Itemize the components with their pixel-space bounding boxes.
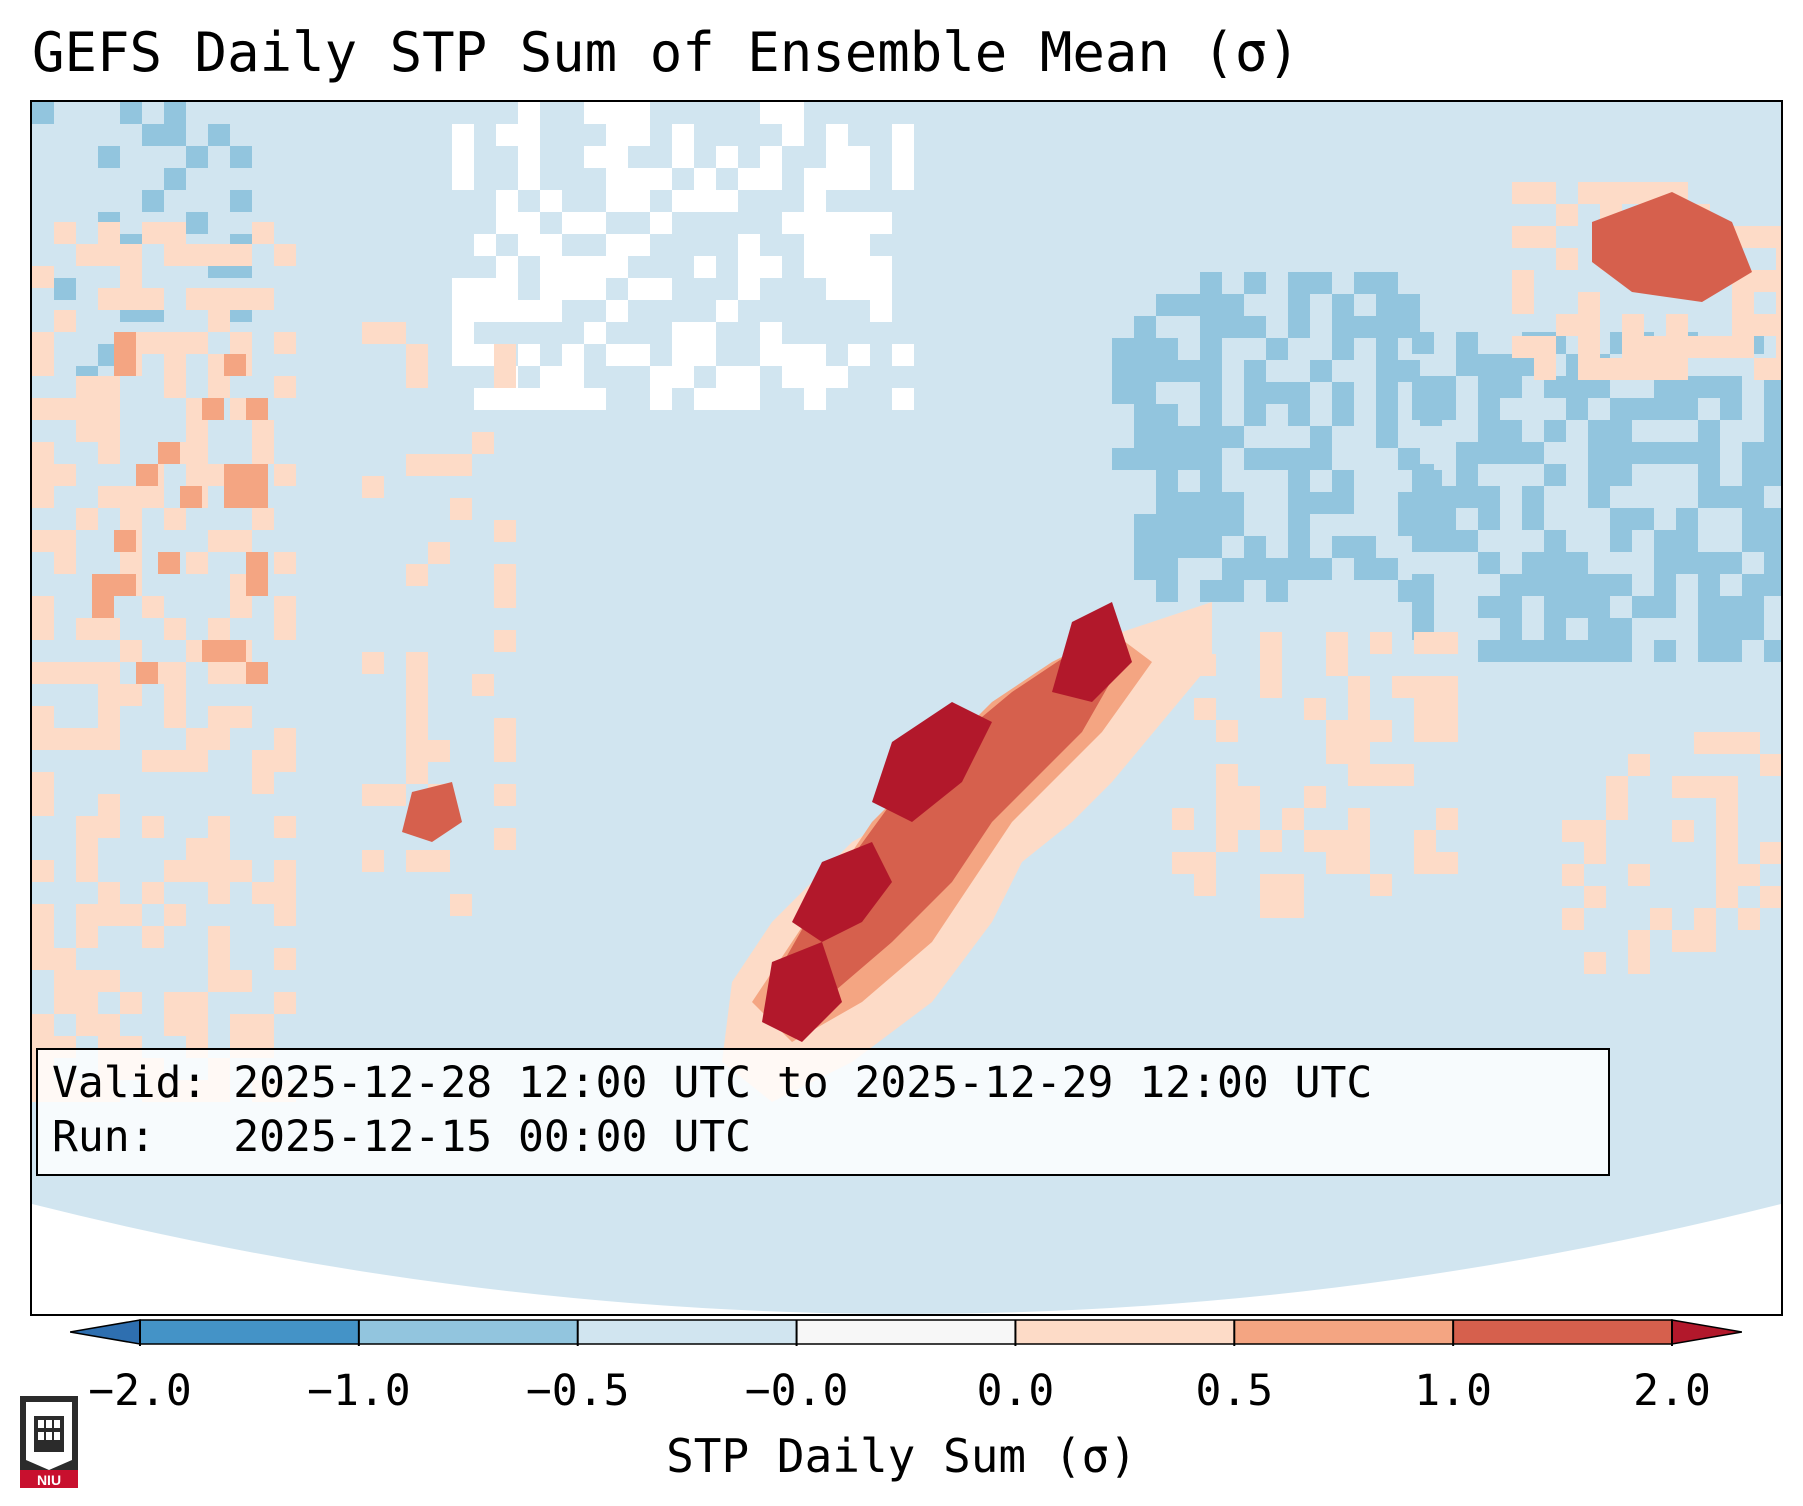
darkred-kansas <box>872 702 992 822</box>
valid-time-text: Valid: 2025-12-28 12:00 UTC to 2025-12-2… <box>52 1058 1373 1108</box>
map-panel <box>30 100 1783 1316</box>
darkred-iowa <box>1052 602 1132 702</box>
colorbar-tick-label: −0.5 <box>525 1366 630 1416</box>
colorbar-over-triangle <box>1671 1319 1742 1345</box>
red-arizona <box>402 782 462 842</box>
colorbar-swatches <box>70 1319 1742 1345</box>
colorbar <box>70 1319 1742 1346</box>
stp-field-layer <box>32 102 1781 1314</box>
colorbar-tick-label: 0.5 <box>1195 1366 1274 1416</box>
colorbar-segment <box>577 1320 797 1344</box>
colorbar-segment <box>140 1320 359 1344</box>
colorbar-segment <box>1015 1320 1235 1344</box>
darkred-texas <box>762 942 842 1042</box>
colorbar-tick-label: −0.0 <box>744 1366 849 1416</box>
validity-info-box: Valid: 2025-12-28 12:00 UTC to 2025-12-2… <box>36 1048 1610 1176</box>
lightred-patch-interior <box>362 322 516 916</box>
logo-text: NIU <box>37 1472 61 1488</box>
medred-patch-california <box>92 332 268 684</box>
colorbar-under-triangle <box>70 1319 141 1345</box>
colorbar-tick-label: 1.0 <box>1414 1366 1492 1416</box>
lightred-patch-ohio-valley <box>1172 632 1458 918</box>
lightred-patch-west <box>32 222 296 1102</box>
map-title: GEFS Daily STP Sum of Ensemble Mean (σ) <box>32 21 1300 84</box>
blue-patch-northeast <box>1412 332 1781 662</box>
red-maritimes <box>1592 192 1752 302</box>
colorbar-tick-label: −2.0 <box>88 1366 192 1416</box>
niu-logo: NIU <box>20 1396 78 1488</box>
colorbar-segment <box>1234 1320 1454 1344</box>
colorbar-label: STP Daily Sum (σ) <box>666 1429 1137 1483</box>
darkred-oklahoma <box>792 842 892 942</box>
colorbar-segment <box>1453 1320 1672 1344</box>
colorbar-ticks <box>139 1320 1673 1346</box>
colorbar-segment <box>796 1320 1016 1344</box>
colorbar-segment <box>358 1320 578 1344</box>
run-time-text: Run: 2025-12-15 00:00 UTC <box>52 1112 751 1162</box>
lightred-patch-atlantic <box>1562 732 1781 974</box>
colorbar-tick-label: 2.0 <box>1633 1366 1711 1416</box>
colorbar-tick-label: 0.0 <box>976 1366 1055 1416</box>
blue-patch-great-lakes <box>1112 272 1442 602</box>
map-canvas <box>32 102 1781 1314</box>
colorbar-tick-label: −1.0 <box>307 1366 411 1416</box>
